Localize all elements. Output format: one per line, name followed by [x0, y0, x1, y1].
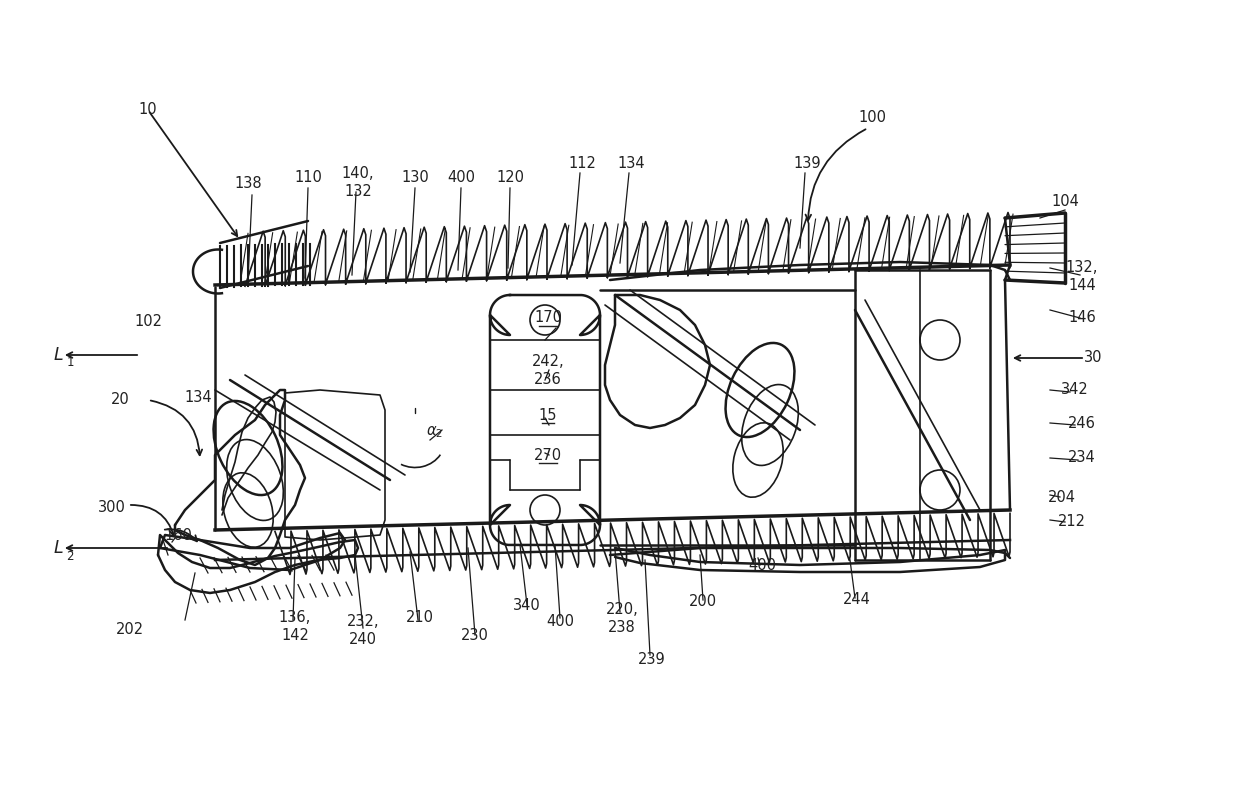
Text: 112: 112 [568, 155, 596, 170]
Text: 104: 104 [1052, 194, 1079, 210]
Text: L: L [53, 346, 63, 364]
Text: 220,: 220, [605, 602, 639, 618]
Text: 236: 236 [534, 373, 562, 387]
Text: 160: 160 [164, 527, 192, 542]
Text: 138: 138 [234, 175, 262, 190]
Text: 102: 102 [134, 314, 162, 330]
Text: 232,: 232, [347, 614, 379, 630]
Text: 239: 239 [639, 653, 666, 667]
Text: 136,: 136, [279, 610, 311, 626]
Text: 132: 132 [345, 183, 372, 198]
Text: 200: 200 [689, 594, 717, 610]
Text: 170: 170 [534, 310, 562, 326]
Text: 342: 342 [1061, 382, 1089, 398]
Text: 10: 10 [139, 102, 157, 118]
Text: 140,: 140, [342, 166, 374, 182]
Text: 30: 30 [1084, 350, 1102, 366]
Text: 144: 144 [1068, 278, 1096, 293]
Text: 132,: 132, [1066, 259, 1099, 274]
Text: 400: 400 [446, 170, 475, 186]
Text: 246: 246 [1068, 415, 1096, 430]
Text: 134: 134 [618, 155, 645, 170]
Text: 110: 110 [294, 170, 322, 186]
Text: 100: 100 [858, 110, 887, 126]
Text: 2: 2 [66, 550, 73, 562]
Text: 230: 230 [461, 627, 489, 642]
Text: 340: 340 [513, 598, 541, 613]
Text: 400: 400 [546, 614, 574, 630]
Text: 210: 210 [405, 610, 434, 626]
Text: 400: 400 [748, 558, 776, 573]
Text: $\alpha_2$: $\alpha_2$ [427, 424, 444, 440]
Text: 120: 120 [496, 170, 525, 186]
Text: 146: 146 [1068, 310, 1096, 326]
Text: 134: 134 [185, 390, 212, 406]
Text: 139: 139 [794, 155, 821, 170]
Text: 234: 234 [1068, 450, 1096, 466]
Text: 1: 1 [66, 355, 73, 369]
Text: 15: 15 [538, 407, 557, 422]
Text: 238: 238 [608, 621, 636, 635]
Text: 300: 300 [98, 501, 126, 515]
Text: 20: 20 [110, 393, 129, 407]
Text: 242,: 242, [532, 354, 564, 370]
Text: 202: 202 [115, 622, 144, 638]
Text: 142: 142 [281, 629, 309, 643]
Text: 244: 244 [843, 593, 870, 607]
Text: 204: 204 [1048, 490, 1076, 505]
Text: 212: 212 [1058, 514, 1086, 530]
Text: 240: 240 [348, 633, 377, 647]
Text: 270: 270 [534, 447, 562, 462]
Text: L: L [53, 539, 63, 557]
Text: 130: 130 [401, 170, 429, 186]
